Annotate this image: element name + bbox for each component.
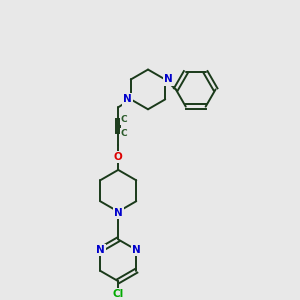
Text: O: O — [114, 152, 123, 162]
Text: N: N — [114, 208, 123, 218]
Text: Cl: Cl — [112, 289, 124, 299]
Text: N: N — [123, 94, 132, 104]
Text: N: N — [164, 74, 172, 85]
Text: N: N — [132, 245, 141, 255]
Text: C: C — [121, 129, 128, 138]
Text: N: N — [96, 245, 104, 255]
Text: C: C — [121, 115, 128, 124]
